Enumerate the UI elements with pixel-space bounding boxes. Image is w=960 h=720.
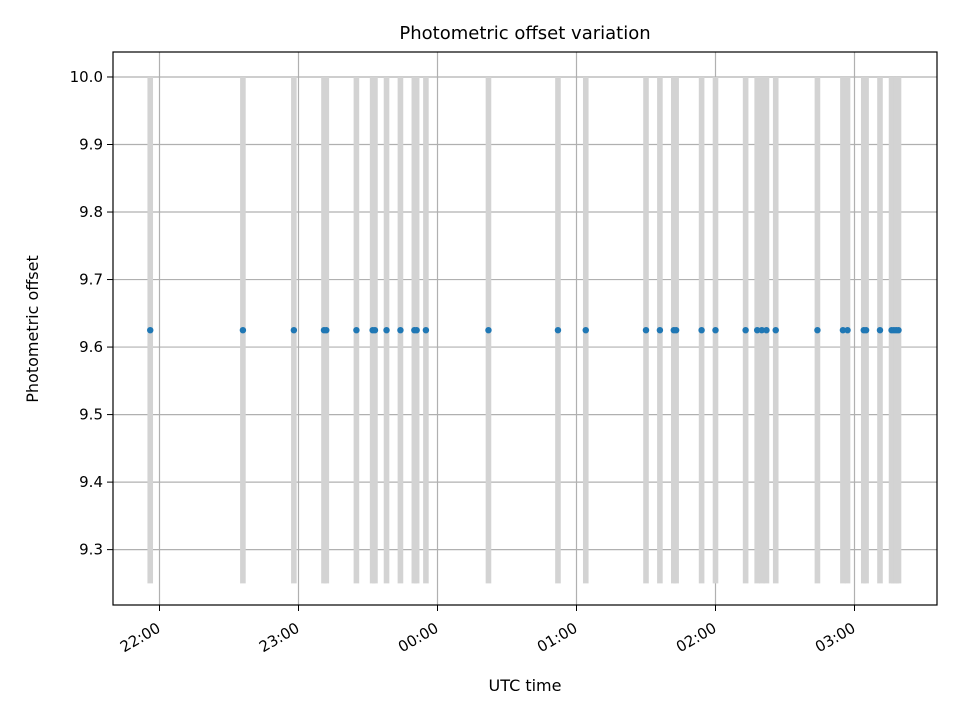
data-point bbox=[754, 326, 761, 334]
data-point bbox=[844, 326, 851, 334]
y-tick-label: 9.4 bbox=[79, 473, 103, 491]
y-tick-label: 10.0 bbox=[70, 68, 103, 86]
data-point bbox=[642, 326, 650, 334]
y-tick-label: 9.3 bbox=[79, 541, 103, 559]
data-point bbox=[371, 326, 379, 334]
axes-frame bbox=[112, 51, 938, 606]
data-point bbox=[353, 326, 360, 334]
y-tick-label: 9.6 bbox=[79, 338, 103, 356]
data-point bbox=[422, 326, 430, 334]
data-point bbox=[582, 326, 589, 334]
data-point bbox=[413, 326, 420, 334]
data-point bbox=[758, 326, 766, 334]
data-point bbox=[147, 326, 154, 334]
data-point bbox=[397, 326, 404, 334]
data-point bbox=[839, 326, 847, 334]
plot-area: 22:00 23:00 00:00 01:00 02:00 03:009.39.49.59… bbox=[70, 51, 938, 656]
data-point bbox=[672, 326, 680, 334]
data-point bbox=[895, 326, 902, 334]
y-tick-label: 9.8 bbox=[79, 203, 103, 221]
data-point bbox=[656, 326, 664, 334]
data-point bbox=[772, 326, 779, 334]
data-point bbox=[485, 326, 492, 334]
data-point bbox=[323, 326, 330, 334]
data-point bbox=[239, 326, 247, 334]
data-point bbox=[876, 326, 884, 334]
y-tick-label: 9.5 bbox=[79, 406, 103, 424]
data-point bbox=[862, 326, 870, 334]
data-point bbox=[290, 326, 298, 334]
y-tick-label: 9.9 bbox=[79, 136, 103, 154]
data-point bbox=[698, 326, 705, 334]
x-axis-title: UTC time bbox=[489, 676, 562, 695]
data-point bbox=[814, 326, 821, 334]
data-point bbox=[383, 326, 390, 334]
data-point bbox=[554, 326, 562, 334]
data-point bbox=[763, 326, 770, 334]
y-tick-label: 9.7 bbox=[79, 271, 103, 289]
data-point bbox=[742, 326, 749, 334]
data-point bbox=[712, 326, 719, 334]
chart-title: Photometric offset variation bbox=[399, 23, 650, 44]
y-axis-title: Photometric offset bbox=[23, 255, 42, 403]
